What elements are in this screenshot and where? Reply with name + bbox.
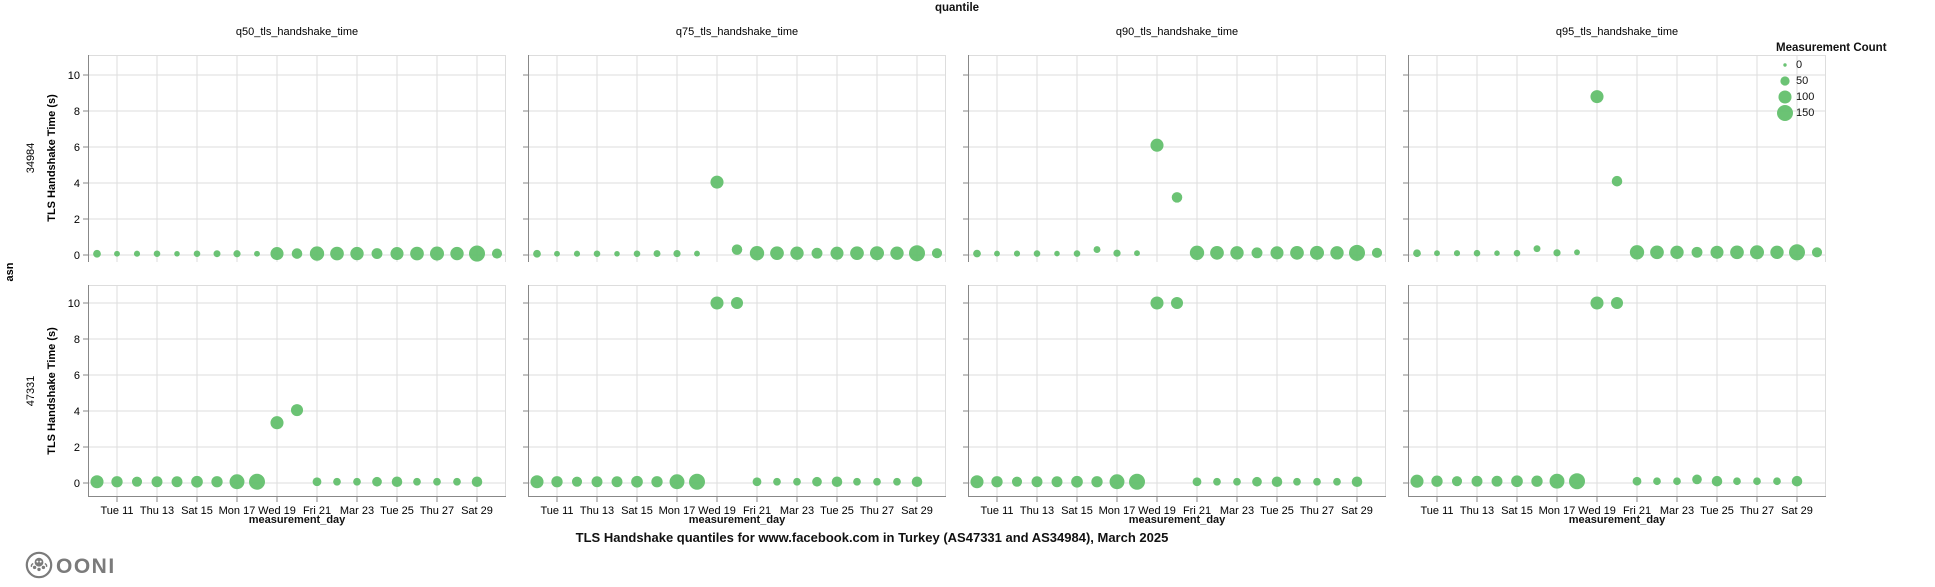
svg-text:Thu 27: Thu 27 xyxy=(420,505,454,517)
svg-text:Sat 29: Sat 29 xyxy=(1341,505,1373,517)
svg-text:Tue 11: Tue 11 xyxy=(100,505,133,517)
panel-q50-asn47331: 0 2 4 6 8 10 Tue 11 Thu 13 Sat 15 Mon 17 Wed 19 Fri… xyxy=(68,285,506,517)
y-axis-title-row1: TLS Handshake Time (s) xyxy=(46,94,58,222)
svg-text:Thu 13: Thu 13 xyxy=(580,505,614,517)
size-dot-icon xyxy=(1778,90,1792,104)
svg-text:Tue 25: Tue 25 xyxy=(820,505,854,517)
svg-text:0: 0 xyxy=(74,478,80,490)
svg-text:Fri 21: Fri 21 xyxy=(743,505,771,517)
y-axis-title-row2: TLS Handshake Time (s) xyxy=(46,327,58,455)
svg-text:Thu 27: Thu 27 xyxy=(860,505,894,517)
svg-text:Tue 11: Tue 11 xyxy=(540,505,573,517)
svg-text:Sat 15: Sat 15 xyxy=(1501,505,1533,517)
panel-q95-asn34984 xyxy=(1403,55,1826,262)
panel-q95-asn47331: Tue 11 Thu 13 Sat 15 Mon 17 Wed 19 Fri 21 Mar … xyxy=(1403,285,1826,517)
svg-text:Thu 13: Thu 13 xyxy=(1020,505,1054,517)
svg-text:Tue 11: Tue 11 xyxy=(980,505,1013,517)
legend-item-label: 50 xyxy=(1796,75,1809,87)
panel-q75-asn34984 xyxy=(523,55,946,262)
octopus-icon xyxy=(25,551,53,579)
svg-text:Mon 17: Mon 17 xyxy=(1539,505,1576,517)
x-axis-title-4: measurement_day xyxy=(1568,514,1666,526)
chart-title: TLS Handshake quantiles for www.facebook… xyxy=(575,530,1169,545)
svg-text:10: 10 xyxy=(68,70,80,82)
svg-text:4: 4 xyxy=(74,178,80,190)
svg-text:4: 4 xyxy=(74,406,80,418)
svg-text:6: 6 xyxy=(74,370,80,382)
column-title-q95: q95_tls_handshake_time xyxy=(1555,26,1679,38)
size-dot-icon xyxy=(1783,63,1787,67)
svg-text:Thu 13: Thu 13 xyxy=(140,505,174,517)
svg-text:10: 10 xyxy=(68,298,80,310)
ooni-logo-graphic: OONI xyxy=(25,551,116,579)
svg-text:Mar 23: Mar 23 xyxy=(340,505,374,517)
size-legend: Measurement Count 0 50 100 150 xyxy=(1776,42,1932,121)
svg-text:Wed 19: Wed 19 xyxy=(698,505,736,517)
svg-text:Tue 25: Tue 25 xyxy=(1700,505,1734,517)
column-title-q50: q50_tls_handshake_time xyxy=(235,26,359,38)
ooni-logo: OONI xyxy=(24,548,144,582)
svg-text:Thu 13: Thu 13 xyxy=(1460,505,1494,517)
legend-item-0: 0 xyxy=(1776,57,1932,73)
legend-item-50: 50 xyxy=(1776,73,1932,89)
svg-text:Fri 21: Fri 21 xyxy=(1183,505,1211,517)
svg-text:Tue 25: Tue 25 xyxy=(1260,505,1294,517)
panel-q75-asn47331: Tue 11 Thu 13 Sat 15 Mon 17 Wed 19 Fri 21 Mar … xyxy=(523,285,946,517)
legend-item-label: 150 xyxy=(1796,107,1815,119)
x-axis-title-1: measurement_day xyxy=(248,514,346,526)
svg-text:Tue 25: Tue 25 xyxy=(380,505,414,517)
panel-q90-asn34984 xyxy=(963,55,1386,262)
svg-text:Fri 21: Fri 21 xyxy=(303,505,331,517)
svg-text:Fri 21: Fri 21 xyxy=(1623,505,1651,517)
svg-text:Mon 17: Mon 17 xyxy=(219,505,256,517)
svg-text:Thu 27: Thu 27 xyxy=(1300,505,1334,517)
size-dot-icon xyxy=(1777,105,1793,121)
svg-text:Sat 29: Sat 29 xyxy=(1781,505,1813,517)
legend-item-label: 100 xyxy=(1796,91,1815,103)
svg-text:6: 6 xyxy=(74,142,80,154)
svg-text:8: 8 xyxy=(74,106,80,118)
facet-row-axis-label: asn xyxy=(4,262,16,282)
svg-text:Sat 29: Sat 29 xyxy=(901,505,933,517)
svg-text:Wed 19: Wed 19 xyxy=(1138,505,1176,517)
svg-text:2: 2 xyxy=(74,214,80,226)
size-dot-icon xyxy=(1780,76,1790,86)
svg-text:Sat 15: Sat 15 xyxy=(621,505,653,517)
svg-text:Wed 19: Wed 19 xyxy=(258,505,296,517)
legend-item-150: 150 xyxy=(1776,105,1932,121)
svg-text:Sat 15: Sat 15 xyxy=(1061,505,1093,517)
svg-text:2: 2 xyxy=(74,442,80,454)
panel-q50-asn34984: 0 2 4 6 8 10 xyxy=(68,55,506,262)
svg-text:Mar 23: Mar 23 xyxy=(1660,505,1694,517)
svg-text:8: 8 xyxy=(74,334,80,346)
svg-text:Sat 15: Sat 15 xyxy=(181,505,213,517)
panel-q90-asn47331: Tue 11 Thu 13 Sat 15 Mon 17 Wed 19 Fri 21 Mar … xyxy=(963,285,1386,517)
svg-text:Mar 23: Mar 23 xyxy=(1220,505,1254,517)
svg-text:Tue 11: Tue 11 xyxy=(1420,505,1453,517)
column-title-q75: q75_tls_handshake_time xyxy=(675,26,799,38)
legend-title: Measurement Count xyxy=(1776,42,1887,54)
row-label-asn-34984: 34984 xyxy=(25,142,37,174)
x-axis-title-3: measurement_day xyxy=(1128,514,1226,526)
x-axis-title-2: measurement_day xyxy=(688,514,786,526)
row-label-asn-47331: 47331 xyxy=(25,375,37,407)
facet-column-title: quantile xyxy=(934,2,980,14)
svg-text:Wed 19: Wed 19 xyxy=(1578,505,1616,517)
column-title-q90: q90_tls_handshake_time xyxy=(1115,26,1239,38)
svg-text:Sat 29: Sat 29 xyxy=(461,505,493,517)
legend-item-100: 100 xyxy=(1776,89,1932,105)
svg-text:0: 0 xyxy=(74,250,80,262)
svg-text:Thu 27: Thu 27 xyxy=(1740,505,1774,517)
ooni-logo-text: OONI xyxy=(56,555,116,578)
svg-text:Mon 17: Mon 17 xyxy=(659,505,696,517)
svg-text:Mar 23: Mar 23 xyxy=(780,505,814,517)
svg-text:Mon 17: Mon 17 xyxy=(1099,505,1136,517)
legend-item-label: 0 xyxy=(1796,59,1803,71)
